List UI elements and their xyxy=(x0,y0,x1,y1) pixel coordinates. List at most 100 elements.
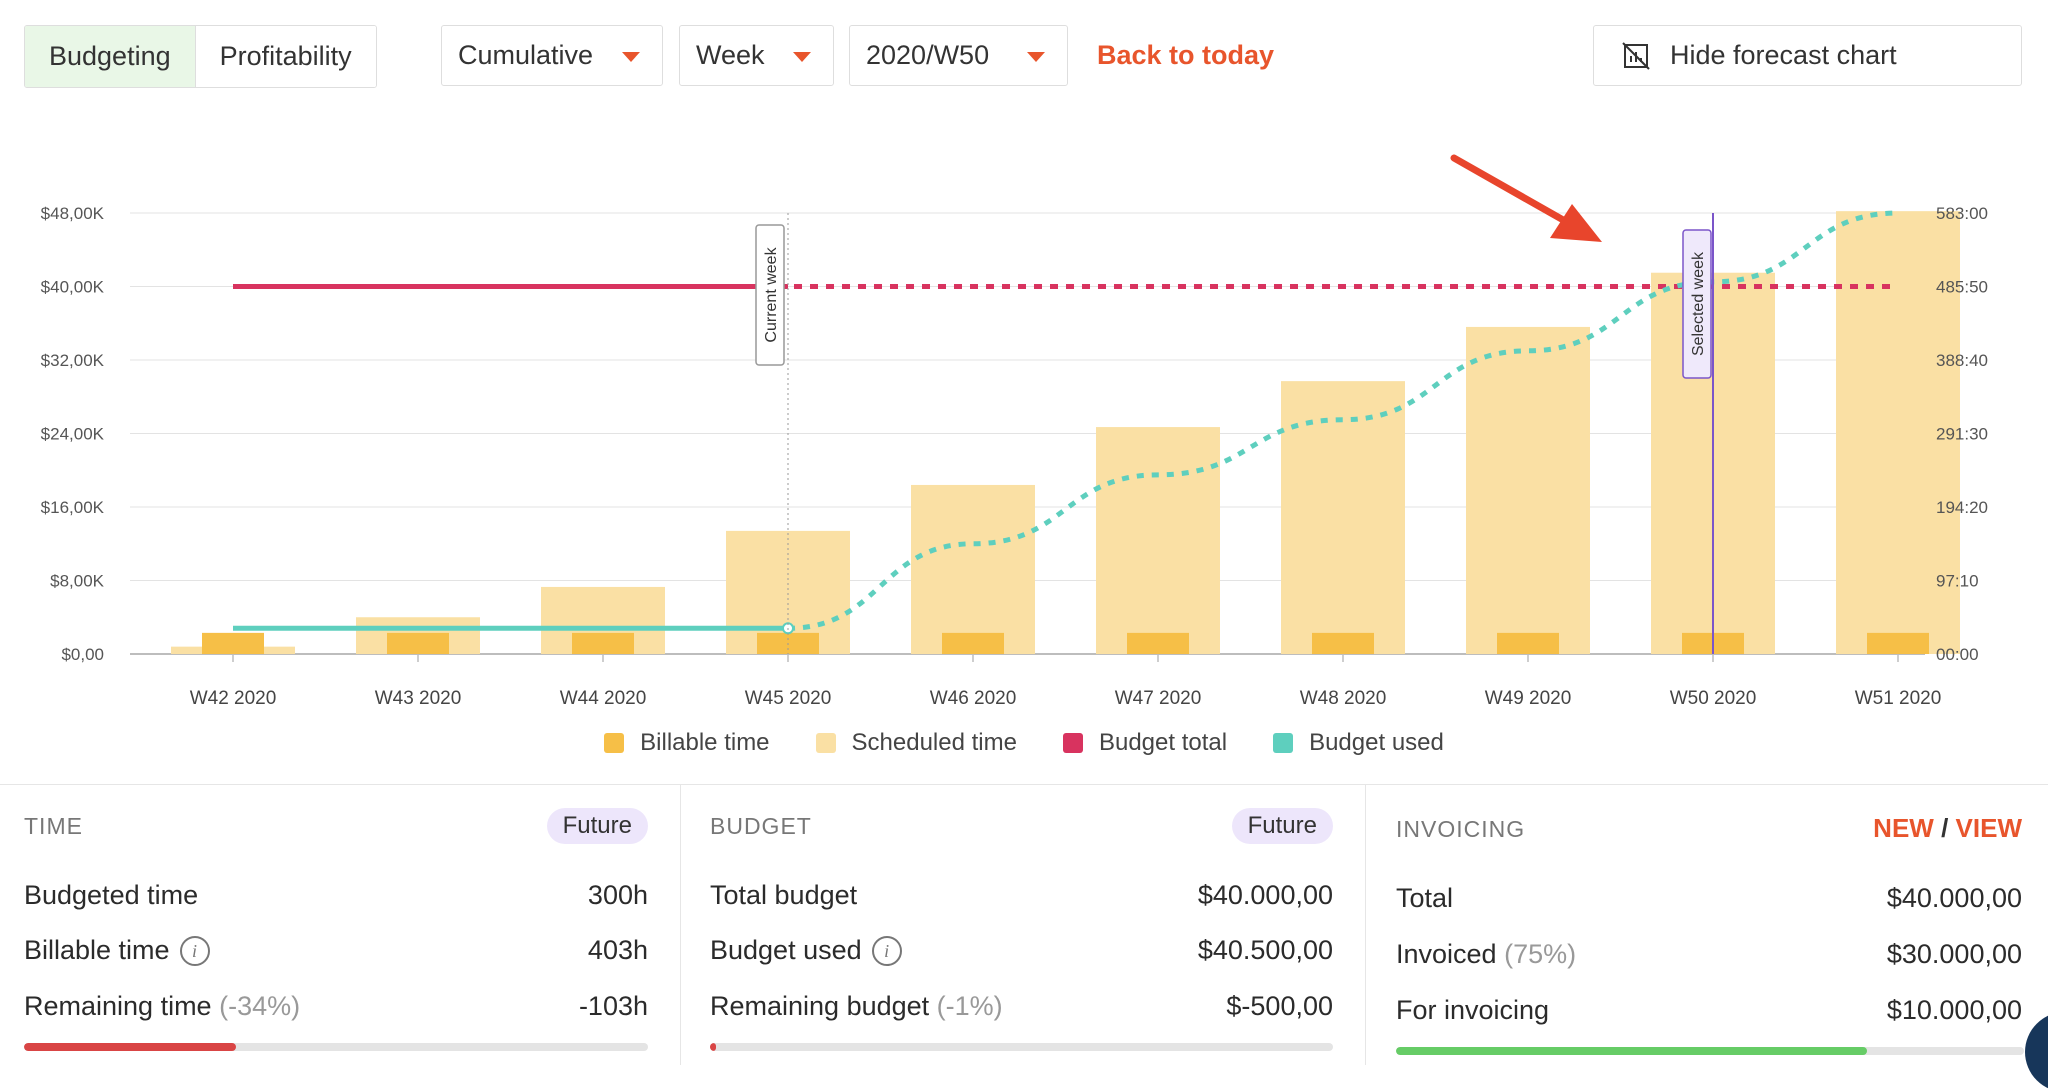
scheduled-time-bar xyxy=(1281,381,1405,654)
new-invoice-link[interactable]: NEW xyxy=(1873,813,1934,843)
remaining-budget-value: $-500,00 xyxy=(1226,991,1333,1021)
x-tick-label: W46 2020 xyxy=(930,688,1017,709)
y-left-tick: $32,00K xyxy=(41,351,105,370)
legend-label: Budget used xyxy=(1309,729,1444,756)
y-right-tick: 485:50 xyxy=(1936,278,1988,297)
for-invoicing-value: $10.000,00 xyxy=(1886,995,2022,1025)
billable-time-label: Billable time xyxy=(24,935,170,965)
week-select[interactable]: 2020/W50 xyxy=(849,25,1068,86)
remaining-budget-row: Remaining budget (-1%) xyxy=(710,991,1003,1022)
annotation-arrow xyxy=(1450,154,1602,242)
invoice-total-value: $40.000,00 xyxy=(1886,883,2022,913)
remaining-budget-pct: (-1%) xyxy=(936,991,1003,1021)
caret-down-icon xyxy=(793,52,811,62)
legend-label: Budget total xyxy=(1098,729,1228,756)
week-marker-box xyxy=(1682,229,1712,379)
hide-forecast-button[interactable]: Hide forecast chart xyxy=(1593,25,2022,86)
x-tick-label: W47 2020 xyxy=(1115,688,1202,709)
x-tick-label: W50 2020 xyxy=(1670,688,1757,709)
time-progress-fill xyxy=(24,1043,237,1051)
billable-time-bar xyxy=(1312,632,1374,654)
back-to-today-link[interactable]: Back to today xyxy=(1097,40,1275,70)
period-select[interactable]: Week xyxy=(679,25,834,86)
week-marker-box xyxy=(755,224,785,366)
billable-time-bar xyxy=(1497,632,1559,654)
view-toggle: Budgeting Profitability xyxy=(24,25,377,88)
total-budget-value: $40.000,00 xyxy=(1197,880,1333,910)
mode-select-value: Cumulative xyxy=(458,40,594,70)
legend-item-billable: Billable time xyxy=(604,729,770,757)
y-right-tick: 388:40 xyxy=(1936,351,1988,370)
billable-time-bar xyxy=(1867,632,1929,654)
total-budget-label: Total budget xyxy=(710,880,858,910)
y-left-tick: $0,00 xyxy=(61,645,104,664)
invoicing-progress-bar xyxy=(1396,1047,2024,1055)
y-left-tick: $24,00K xyxy=(41,425,105,444)
link-separator: / xyxy=(1941,813,1949,843)
billable-time-bar xyxy=(202,632,264,654)
billable-time-value: 403h xyxy=(587,935,648,965)
view-invoices-link[interactable]: VIEW xyxy=(1955,813,2022,843)
billable-time-row: Billable time i xyxy=(24,935,210,966)
legend-label: Billable time xyxy=(640,729,770,756)
info-icon[interactable]: i xyxy=(871,936,902,966)
legend-item-budget-used: Budget used xyxy=(1273,729,1444,757)
legend-item-budget-total: Budget total xyxy=(1062,729,1228,757)
legend-swatch xyxy=(815,733,836,753)
budget-used-row: Budget used i xyxy=(710,935,902,966)
billable-time-bar xyxy=(1127,632,1189,654)
x-tick-label: W48 2020 xyxy=(1300,688,1387,709)
week-select-value: 2020/W50 xyxy=(866,40,990,70)
y-right-tick: 194:20 xyxy=(1936,498,1988,517)
status-badge: Future xyxy=(1231,808,1333,844)
panel-separator xyxy=(680,785,681,1065)
tab-budgeting[interactable]: Budgeting xyxy=(25,26,196,87)
status-badge: Future xyxy=(546,808,648,844)
tab-profitability[interactable]: Profitability xyxy=(195,26,376,87)
y-left-tick: $40,00K xyxy=(41,278,105,297)
info-icon[interactable]: i xyxy=(179,936,210,966)
billable-time-bar xyxy=(387,632,449,654)
x-tick-label: W44 2020 xyxy=(560,688,647,709)
panel-separator xyxy=(1365,785,1366,1065)
invoiced-value: $30.000,00 xyxy=(1886,939,2022,969)
time-progress-bar xyxy=(24,1043,648,1051)
invoicing-panel: INVOICING NEW / VIEW Total $40.000,00 In… xyxy=(1366,785,2048,1065)
chart-legend: Billable time Scheduled time Budget tota… xyxy=(0,729,2048,757)
y-left-tick: $16,00K xyxy=(41,498,105,517)
for-invoicing-label: For invoicing xyxy=(1396,995,1550,1025)
scheduled-time-bar xyxy=(911,484,1035,654)
period-select-value: Week xyxy=(696,40,765,70)
invoicing-panel-title: INVOICING xyxy=(1396,816,1526,842)
budget-used-label: Budget used xyxy=(710,935,862,965)
budget-panel-title: BUDGET xyxy=(710,813,812,839)
y-right-tick: 97:10 xyxy=(1936,572,1979,591)
budget-progress-fill xyxy=(710,1043,717,1051)
invoice-total-label: Total xyxy=(1396,883,1454,913)
caret-down-icon xyxy=(622,52,640,62)
invoicing-progress-fill xyxy=(1396,1047,1867,1055)
remaining-time-label: Remaining time xyxy=(24,991,212,1021)
legend-label: Scheduled time xyxy=(851,729,1017,756)
invoiced-pct: (75%) xyxy=(1504,939,1577,969)
billable-time-bar xyxy=(942,632,1004,654)
current-week-label: Current week xyxy=(763,246,780,342)
y-right-tick: 291:30 xyxy=(1936,425,1988,444)
forecast-chart: Current week Selected week $0,00 00:00 $8,0… xyxy=(41,154,1988,709)
x-tick-label: W49 2020 xyxy=(1485,688,1572,709)
invoiced-row: Invoiced (75%) xyxy=(1396,939,1576,970)
selected-week-label: Selected week xyxy=(1690,251,1707,356)
mode-select[interactable]: Cumulative xyxy=(441,25,663,86)
x-tick-label: W51 2020 xyxy=(1855,688,1942,709)
time-panel: TIME Future Budgeted time 300h Billable … xyxy=(0,785,680,1065)
budget-progress-bar xyxy=(710,1043,1333,1051)
x-tick-label: W43 2020 xyxy=(375,688,462,709)
invoiced-label: Invoiced xyxy=(1396,939,1497,969)
scheduled-time-bar xyxy=(1096,427,1220,654)
y-right-tick: 583:00 xyxy=(1936,204,1988,223)
x-tick-label: W42 2020 xyxy=(190,688,277,709)
remaining-time-value: -103h xyxy=(578,991,648,1021)
hide-forecast-label: Hide forecast chart xyxy=(1670,40,1897,70)
budgeted-time-label: Budgeted time xyxy=(24,880,199,910)
x-tick-label: W45 2020 xyxy=(745,688,832,709)
